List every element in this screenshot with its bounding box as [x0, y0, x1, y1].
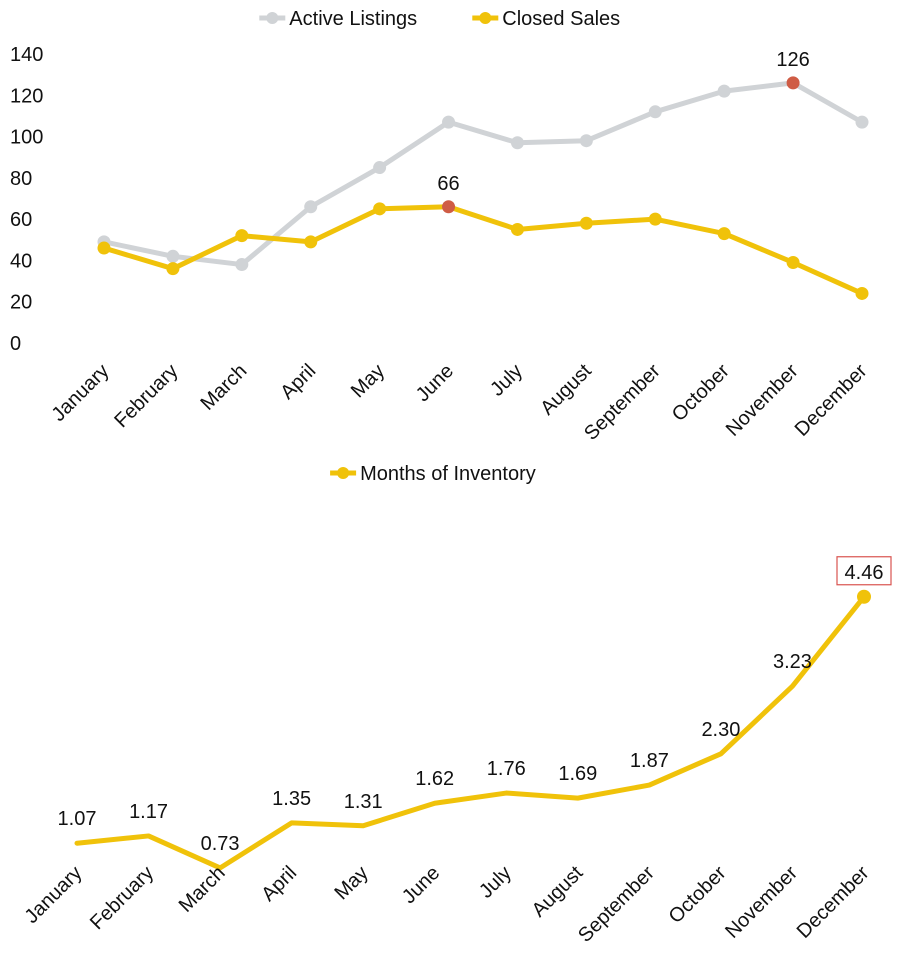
y-tick-140: 140: [10, 44, 43, 66]
data-label-september: 1.87: [630, 750, 669, 772]
data-label-april: 1.35: [272, 788, 311, 810]
legend-closed-sales-marker: [479, 12, 492, 24]
chart1-y-axis: 0 20 40 60 80 100 120 140: [10, 44, 43, 355]
series-line-active-listings: [101, 80, 865, 268]
x-tick-december: December: [793, 862, 874, 943]
data-label-october: 2.30: [701, 719, 740, 741]
point-active-listings-november: [786, 76, 800, 90]
data-label-july: 1.76: [487, 758, 526, 780]
x-tick-july: July: [475, 862, 516, 903]
point-closed-sales-august: [579, 216, 593, 230]
y-tick-0: 0: [10, 333, 21, 355]
chart2-drop-lines: [76, 596, 865, 868]
x-tick-august: August: [536, 360, 596, 420]
data-label-june: 1.62: [415, 768, 454, 790]
x-tick-january: January: [21, 862, 87, 928]
y-tick-40: 40: [10, 250, 32, 272]
point-closed-sales-october: [717, 227, 731, 241]
point-active-listings-september: [648, 105, 662, 119]
x-tick-march: March: [196, 360, 251, 415]
point-active-listings-december: [855, 115, 869, 129]
y-tick-80: 80: [10, 168, 32, 190]
point-active-listings-august: [579, 134, 593, 148]
point-closed-sales-february: [166, 262, 180, 276]
chart1-data-labels: 126 66: [437, 49, 809, 195]
x-tick-october: October: [665, 862, 731, 928]
x-tick-august: August: [528, 862, 588, 922]
data-label-december: 4.46: [845, 562, 884, 584]
chart2-series-lines: [74, 594, 867, 871]
x-tick-may: May: [330, 862, 372, 904]
chart1-drop-lines: [103, 82, 863, 343]
x-tick-may: May: [347, 360, 389, 402]
point-closed-sales-september: [648, 212, 662, 226]
x-tick-december: December: [791, 360, 872, 441]
point-closed-sales-january: [97, 241, 111, 255]
x-tick-february: February: [110, 360, 182, 432]
x-tick-june: June: [412, 360, 458, 406]
data-label-february: 1.17: [129, 801, 168, 823]
data-label-active-listings-november: 126: [776, 49, 809, 71]
point-closed-sales-april: [304, 235, 318, 249]
chart2-points: [857, 589, 871, 604]
x-tick-november: November: [722, 360, 803, 441]
point-active-listings-april: [304, 200, 318, 214]
chart2-x-axis: January February March April May June July Augu…: [21, 862, 874, 947]
y-tick-60: 60: [10, 209, 32, 231]
months-of-inventory-chart: Months of Inventory 1.07 1.17 0.73 1.35 1.31…: [21, 463, 892, 947]
point-closed-sales-march: [235, 229, 249, 243]
chart1-points: [97, 76, 869, 300]
chart1-legend: Active Listings Closed Sales: [259, 8, 620, 30]
x-tick-november: November: [721, 862, 802, 943]
data-label-august: 1.69: [558, 763, 597, 785]
x-tick-february: February: [86, 862, 158, 934]
listings-sales-chart: Active Listings Closed Sales 0 20 40 60 80 100…: [10, 8, 872, 445]
data-label-january: 1.07: [58, 808, 97, 830]
point-closed-sales-may: [373, 202, 387, 216]
x-tick-september: September: [574, 862, 659, 947]
y-tick-100: 100: [10, 127, 43, 149]
point-active-listings-june: [442, 115, 456, 129]
x-tick-january: January: [48, 360, 114, 426]
point-closed-sales-december: [855, 286, 869, 300]
point-active-listings-march: [235, 258, 249, 272]
point-active-listings-july: [510, 136, 524, 150]
point-active-listings-may: [373, 161, 387, 175]
point-active-listings-february: [166, 249, 180, 263]
y-tick-20: 20: [10, 292, 32, 314]
legend-active-listings-marker: [266, 12, 279, 24]
point-closed-sales-july: [510, 222, 524, 236]
x-tick-october: October: [668, 360, 734, 426]
chart1-series-lines: [101, 80, 865, 296]
series-line-months-of-inventory: [74, 594, 867, 871]
chart2-data-labels: 1.07 1.17 0.73 1.35 1.31 1.62 1.76 1.69 1.87 2.30…: [58, 556, 892, 855]
chart2-legend: Months of Inventory: [330, 463, 536, 485]
data-label-closed-sales-june: 66: [437, 173, 459, 195]
point-closed-sales-june: [442, 200, 456, 214]
x-tick-march: March: [175, 862, 230, 917]
data-label-march: 0.73: [201, 833, 240, 855]
legend-months-of-inventory-label: Months of Inventory: [360, 463, 536, 485]
data-label-may: 1.31: [344, 791, 383, 813]
data-label-november: 3.23: [773, 651, 812, 673]
series-line-closed-sales: [101, 204, 865, 296]
x-tick-june: June: [398, 862, 444, 908]
y-tick-120: 120: [10, 85, 43, 107]
point-months-of-inventory-december: [857, 589, 871, 604]
legend-months-of-inventory-marker: [337, 467, 350, 479]
x-tick-april: April: [276, 360, 320, 404]
legend-active-listings-label: Active Listings: [289, 8, 417, 30]
legend-closed-sales-label: Closed Sales: [502, 8, 620, 30]
point-closed-sales-november: [786, 255, 800, 269]
data-label-december-box: [836, 556, 892, 586]
point-active-listings-october: [717, 84, 731, 98]
x-tick-april: April: [257, 862, 301, 906]
x-tick-july: July: [486, 360, 527, 401]
